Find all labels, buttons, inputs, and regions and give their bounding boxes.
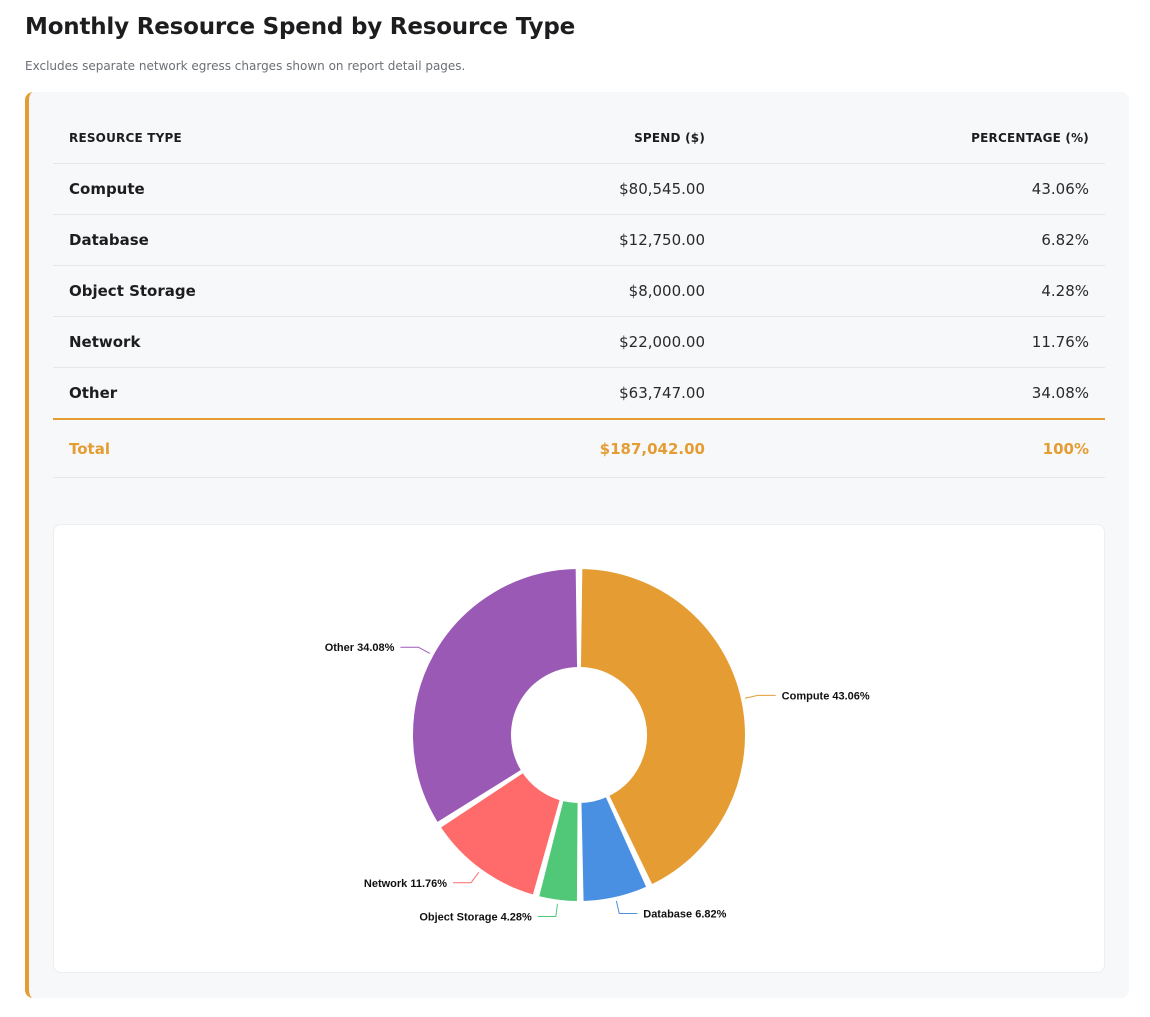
header-spend: SPEND ($) xyxy=(443,113,721,164)
table-row: Compute $80,545.00 43.06% xyxy=(53,163,1105,215)
row-percentage: 34.08% xyxy=(721,367,1105,420)
table-row: Database $12,750.00 6.82% xyxy=(53,214,1105,266)
leader-line-other xyxy=(400,646,431,654)
leader-line-compute xyxy=(744,694,776,699)
donut-chart-panel: Compute 43.06% Database 6.82% Object Stora… xyxy=(53,524,1105,973)
table-header-row: RESOURCE TYPE SPEND ($) PERCENTAGE (%) xyxy=(53,113,1105,164)
spend-table: RESOURCE TYPE SPEND ($) PERCENTAGE (%) C… xyxy=(53,113,1105,478)
row-name: Network xyxy=(53,316,443,368)
donut-chart: Compute 43.06% Database 6.82% Object Stora… xyxy=(325,567,870,924)
row-spend: $12,750.00 xyxy=(443,214,721,266)
row-spend: $8,000.00 xyxy=(443,265,721,317)
row-percentage: 43.06% xyxy=(721,163,1105,215)
header-resource-type: RESOURCE TYPE xyxy=(53,113,443,164)
donut-slice-compute xyxy=(578,567,747,887)
total-label: Total xyxy=(53,418,443,478)
leader-line-object-storage xyxy=(537,903,558,918)
total-percentage: 100% xyxy=(721,418,1105,478)
row-percentage: 11.76% xyxy=(721,316,1105,368)
slice-label-compute: Compute 43.06% xyxy=(782,690,870,702)
slice-label-object-storage: Object Storage 4.28% xyxy=(419,912,532,924)
row-spend: $63,747.00 xyxy=(443,367,721,420)
table-row: Network $22,000.00 11.76% xyxy=(53,316,1105,368)
row-name: Compute xyxy=(53,163,443,215)
page-subtitle: Excludes separate network egress charges… xyxy=(25,59,466,73)
row-name: Other xyxy=(53,367,443,420)
donut-slice-other xyxy=(411,567,580,825)
row-spend: $80,545.00 xyxy=(443,163,721,215)
slice-label-network: Network 11.76% xyxy=(364,878,447,890)
table-row: Other $63,747.00 34.08% xyxy=(53,367,1105,420)
row-spend: $22,000.00 xyxy=(443,316,721,368)
leader-line-database xyxy=(615,900,638,915)
donut-slice-network xyxy=(438,770,562,897)
donut-slice-object-storage xyxy=(537,798,580,903)
total-spend: $187,042.00 xyxy=(443,418,721,478)
page-title: Monthly Resource Spend by Resource Type xyxy=(25,14,575,40)
donut-slice-database xyxy=(579,795,649,903)
leader-line-network xyxy=(453,871,480,884)
row-percentage: 4.28% xyxy=(721,265,1105,317)
report-card: RESOURCE TYPE SPEND ($) PERCENTAGE (%) C… xyxy=(25,92,1129,998)
slice-label-database: Database 6.82% xyxy=(643,909,726,921)
row-name: Object Storage xyxy=(53,265,443,317)
slice-label-other: Other 34.08% xyxy=(325,642,395,654)
total-row: Total $187,042.00 100% xyxy=(53,418,1105,478)
header-percentage: PERCENTAGE (%) xyxy=(721,113,1105,164)
table-row: Object Storage $8,000.00 4.28% xyxy=(53,265,1105,317)
row-name: Database xyxy=(53,214,443,266)
row-percentage: 6.82% xyxy=(721,214,1105,266)
